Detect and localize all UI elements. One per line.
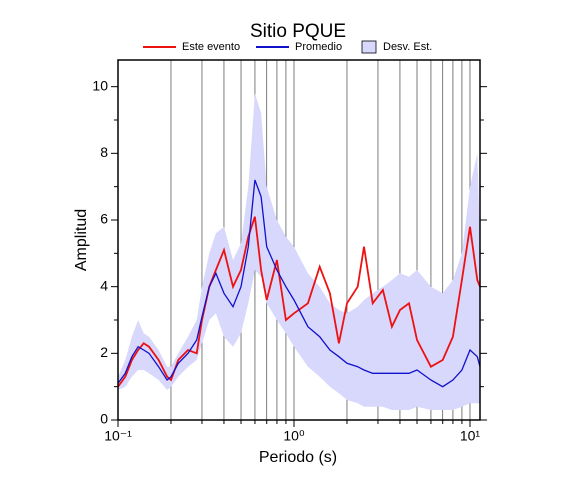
series-line: [117, 216, 481, 388]
band-area: [118, 93, 480, 411]
y-tick-label: 2: [100, 344, 108, 360]
x-axis-label: Periodo (s): [259, 449, 337, 466]
legend-label: Este evento: [182, 41, 240, 53]
y-tick-label: 8: [100, 144, 108, 160]
y-axis-label: Amplitud: [73, 209, 90, 271]
x-tick-label: 10¹: [460, 428, 481, 444]
legend-label: Desv. Est.: [383, 41, 432, 53]
chart-title: Sitio PQUE: [250, 21, 346, 42]
y-tick-label: 10: [92, 77, 108, 93]
legend-label: Promedio: [295, 41, 342, 53]
y-tick-label: 4: [100, 277, 108, 293]
x-tick-label: 10⁰: [283, 428, 305, 444]
legend-swatch: [361, 40, 377, 54]
y-tick-label: 6: [100, 211, 108, 227]
series-line: [117, 179, 481, 388]
x-tick-label: 10⁻¹: [104, 428, 132, 444]
plot-frame: [117, 59, 481, 421]
y-tick-label: 0: [100, 411, 108, 427]
